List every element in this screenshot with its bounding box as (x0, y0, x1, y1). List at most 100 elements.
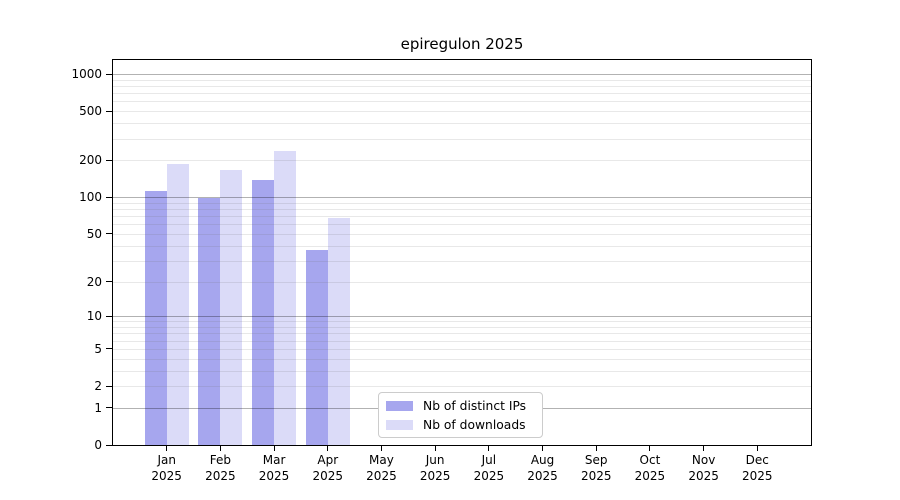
x-tick (649, 446, 651, 451)
x-tick (595, 446, 597, 451)
year-label: 2025 (634, 468, 666, 483)
year-label: 2025 (688, 468, 719, 483)
chart-title: epiregulon 2025 (400, 35, 524, 53)
gridline-minor (113, 348, 811, 350)
y-tick-label: 1 (94, 400, 102, 415)
gridline-minor (113, 93, 811, 95)
bar-nb-of-downloads-mar (274, 151, 297, 445)
y-tick-label: 20 (86, 274, 102, 289)
plot-area (112, 59, 812, 446)
x-tick (219, 446, 221, 451)
month-label: Sep (584, 453, 608, 467)
y-tick (106, 385, 113, 387)
x-tick-label-feb: Feb 2025 (190, 453, 250, 484)
legend-swatch-downloads (386, 419, 413, 430)
year-label: 2025 (151, 468, 182, 483)
year-label: 2025 (205, 468, 236, 483)
y-tick (106, 407, 113, 409)
gridline-minor (113, 321, 811, 323)
legend-label-downloads: Nb of downloads (423, 417, 526, 432)
x-tick (273, 446, 275, 451)
gridline-minor (113, 202, 811, 204)
year-label: 2025 (742, 468, 773, 483)
y-tick (106, 159, 113, 161)
x-tick-label-jan: Jan 2025 (137, 453, 197, 484)
gridline-minor (113, 260, 811, 262)
year-label: 2025 (527, 468, 558, 483)
gridline-minor (113, 160, 811, 162)
x-tick-label-apr: Apr 2025 (298, 453, 358, 484)
month-label: Nov (691, 453, 716, 467)
bar-nb-of-distinct-ips-mar (252, 180, 275, 445)
gridline-minor (113, 111, 811, 113)
y-tick (106, 281, 113, 283)
legend-label-distinct-ips: Nb of distinct IPs (423, 398, 527, 413)
y-tick-label: 100 (79, 190, 102, 205)
month-label: Mar (262, 453, 286, 467)
year-label: 2025 (366, 468, 397, 483)
y-tick (106, 233, 113, 235)
x-tick (488, 446, 490, 451)
month-label: Feb (209, 453, 231, 467)
bar-nb-of-distinct-ips-apr (305, 249, 328, 445)
gridline-minor (113, 370, 811, 372)
gridline-minor (113, 79, 811, 81)
month-label: Jun (425, 453, 445, 467)
x-tick (166, 446, 168, 451)
legend: Nb of distinct IPs Nb of downloads (378, 392, 543, 438)
x-tick-label-mar: Mar 2025 (244, 453, 304, 484)
month-label: Oct (639, 453, 661, 467)
bar-nb-of-distinct-ips-feb (198, 198, 221, 445)
gridline-minor (113, 216, 811, 218)
month-label: Aug (530, 453, 555, 467)
gridline-minor (113, 386, 811, 388)
bar-nb-of-distinct-ips-jan (144, 191, 167, 445)
gridline-major (113, 316, 811, 318)
y-tick-label: 500 (79, 104, 102, 119)
bar-nb-of-downloads-jan (166, 163, 189, 445)
gridline-minor (113, 224, 811, 226)
gridline-minor (113, 245, 811, 247)
y-tick (106, 348, 113, 350)
month-label: Apr (317, 453, 339, 467)
gridline-minor (113, 123, 811, 125)
y-tick (106, 73, 113, 75)
y-tick-label: 50 (86, 226, 102, 241)
x-tick-label-nov: Nov 2025 (674, 453, 734, 484)
gridline-minor (113, 209, 811, 211)
month-label: Jan (157, 453, 176, 467)
gridline-minor (113, 340, 811, 342)
x-tick-label-aug: Aug 2025 (513, 453, 573, 484)
gridline-minor (113, 138, 811, 140)
x-tick-label-dec: Dec 2025 (727, 453, 787, 484)
bars-layer (113, 60, 811, 445)
gridline-major (113, 74, 811, 76)
x-tick (327, 446, 329, 451)
legend-swatch-distinct-ips (386, 400, 413, 411)
y-tick (106, 196, 113, 198)
y-tick (106, 444, 113, 446)
gridline-major (113, 197, 811, 199)
year-label: 2025 (312, 468, 344, 483)
year-label: 2025 (419, 468, 451, 483)
gridline-minor (113, 101, 811, 103)
y-tick-label: 2 (94, 379, 102, 394)
y-tick (106, 110, 113, 112)
month-label: Jul (481, 453, 497, 467)
gridline-minor (113, 358, 811, 360)
y-tick-label: 1000 (71, 67, 102, 82)
y-tick-label: 10 (86, 309, 102, 324)
x-tick-label-jul: Jul 2025 (459, 453, 519, 484)
month-label: Dec (745, 453, 769, 467)
grid-layer (113, 60, 811, 445)
x-tick (380, 446, 382, 451)
month-label: May (369, 453, 394, 467)
y-tick-label: 0 (94, 438, 102, 452)
y-tick-label: 200 (79, 153, 102, 168)
x-tick-label-jun: Jun 2025 (405, 453, 465, 484)
legend-item-distinct-ips: Nb of distinct IPs (386, 398, 542, 413)
gridline-minor (113, 333, 811, 335)
x-tick-label-sep: Sep 2025 (566, 453, 626, 484)
gridline-minor (113, 86, 811, 88)
